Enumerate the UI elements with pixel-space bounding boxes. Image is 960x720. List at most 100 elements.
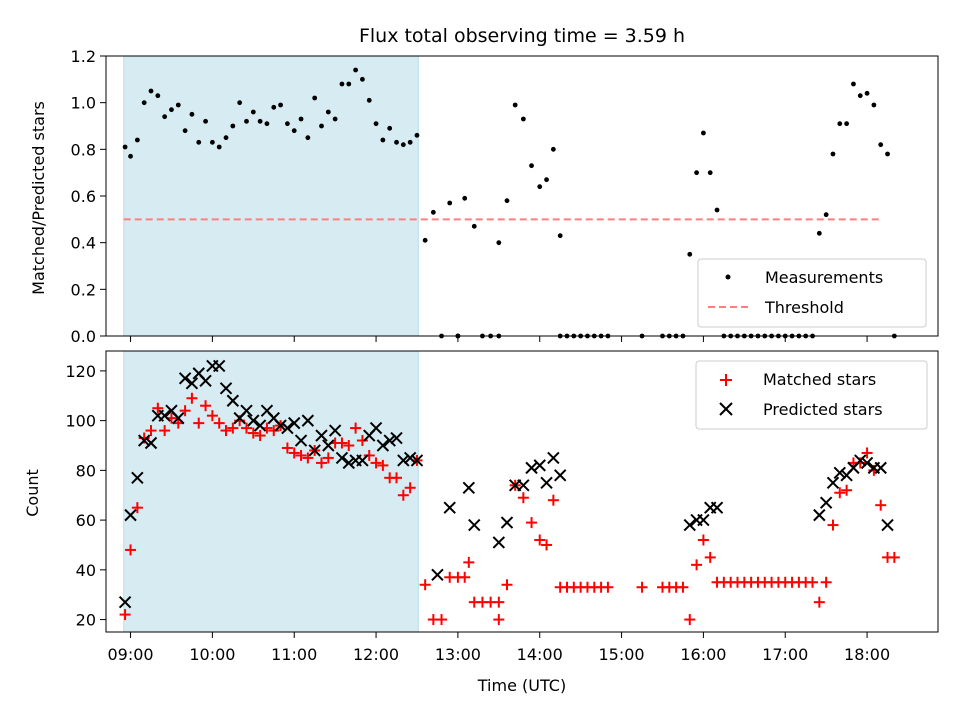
matched-star-point (888, 551, 900, 563)
top-y-axis-label: Matched/Predicted stars (29, 101, 48, 295)
predicted-star-point (462, 481, 476, 494)
bottom-highlight-span (123, 350, 419, 633)
matched-star-point (179, 405, 191, 417)
measurement-point (203, 118, 208, 124)
measurement-point (237, 100, 243, 106)
predicted-star-point (137, 434, 151, 447)
predicted-star-point (390, 431, 403, 445)
matched-star-point (697, 534, 709, 546)
predicted-star-point (383, 434, 396, 447)
measurement-point (339, 81, 345, 87)
measurement-point (319, 123, 324, 129)
matched-star-point (213, 417, 225, 429)
measurement-point (196, 139, 202, 145)
top-y-tick-label: 0.0 (71, 327, 96, 346)
matched-star-point (684, 614, 696, 626)
matched-star-point (125, 544, 137, 556)
measurement-point (230, 123, 236, 129)
predicted-star-point (813, 508, 826, 522)
matched-star-point (200, 400, 212, 412)
legend-predicted-label: Predicted stars (763, 400, 883, 419)
predicted-star-point (468, 518, 481, 532)
matched-star-point (247, 427, 259, 439)
predicted-star-point (540, 476, 553, 490)
measurement-point (305, 135, 311, 141)
bottom-y-tick-label: 60 (76, 511, 96, 530)
bottom-x-tick-label: 10:00 (189, 645, 235, 664)
matched-star-point (526, 517, 538, 529)
bottom-x-tick-label: 12:00 (353, 645, 399, 664)
predicted-star-point (533, 459, 546, 472)
matched-star-point (493, 614, 505, 626)
matched-star-point (691, 559, 703, 571)
measurement-point (885, 151, 890, 157)
matched-star-point (541, 539, 553, 551)
matched-stars-points (119, 392, 900, 626)
measurement-point (871, 102, 877, 108)
matched-star-point (419, 579, 431, 591)
measurement-point (366, 97, 372, 103)
matched-star-point (152, 402, 164, 414)
measurement-point (291, 128, 297, 134)
measurement-point (714, 207, 720, 213)
measurement-point (169, 107, 174, 113)
predicted-star-point (131, 471, 144, 485)
legend-measurements-marker (725, 274, 731, 280)
measurement-point (851, 81, 856, 87)
predicted-star-point (124, 508, 137, 522)
measurement-point (155, 93, 161, 99)
matched-star-point (463, 556, 475, 568)
top-chart-title: Flux total observing time = 3.59 h (359, 25, 685, 47)
predicted-star-point (492, 536, 506, 549)
predicted-star-point (219, 382, 233, 395)
matched-star-point (677, 581, 689, 593)
top-legend-box (697, 258, 927, 328)
top-y-tick-label: 1.2 (71, 47, 96, 66)
measurement-point (360, 76, 365, 82)
legend-threshold-label: Threshold (764, 298, 844, 317)
predicted-star-point (819, 496, 833, 509)
bottom-x-tick-label: 13:00 (435, 645, 481, 664)
measurement-point (544, 177, 549, 183)
measurement-point (325, 109, 331, 115)
measurement-point (823, 212, 829, 218)
matched-star-point (602, 581, 614, 593)
matched-star-point (145, 425, 157, 437)
matched-star-point (220, 425, 232, 437)
top-y-tick-label: 1.0 (71, 94, 96, 113)
measurement-point (422, 237, 428, 243)
top-x-axis-ticks (130, 336, 868, 342)
measurement-point (520, 116, 526, 122)
matched-star-point (302, 452, 314, 464)
matched-star-point (820, 576, 832, 588)
legend-measurements-label: Measurements (765, 268, 883, 287)
measurement-point (701, 130, 706, 136)
matched-star-point (131, 502, 143, 514)
matched-star-point (119, 609, 131, 621)
measurement-point (816, 230, 822, 236)
measurement-point (387, 125, 393, 131)
measurement-point (209, 139, 215, 145)
predicted-star-point (240, 404, 253, 417)
matched-star-point (316, 457, 328, 469)
matched-star-point (436, 614, 448, 626)
top-y-tick-label: 0.2 (71, 280, 96, 299)
measurement-point (257, 118, 263, 124)
predicted-star-point (315, 429, 328, 442)
top-y-axis-ticks: 0.0 0.2 0.4 0.6 0.8 1.0 1.2 (71, 47, 106, 346)
measurement-point (400, 142, 406, 148)
matched-star-point (704, 551, 716, 563)
predicted-star-point (301, 414, 315, 427)
predicted-star-point (376, 439, 390, 452)
measurement-point (707, 170, 713, 176)
measurement-point (447, 200, 453, 206)
predicted-star-point (144, 436, 158, 450)
measurement-point (182, 128, 188, 134)
predicted-star-point (710, 501, 724, 514)
bottom-x-axis-label: Time (UTC) (477, 676, 566, 695)
predicted-star-point (322, 439, 335, 452)
measurement-point (864, 90, 870, 96)
predicted-star-point (860, 456, 874, 470)
predicted-star-point (226, 394, 240, 407)
matched-star-point (834, 487, 846, 499)
